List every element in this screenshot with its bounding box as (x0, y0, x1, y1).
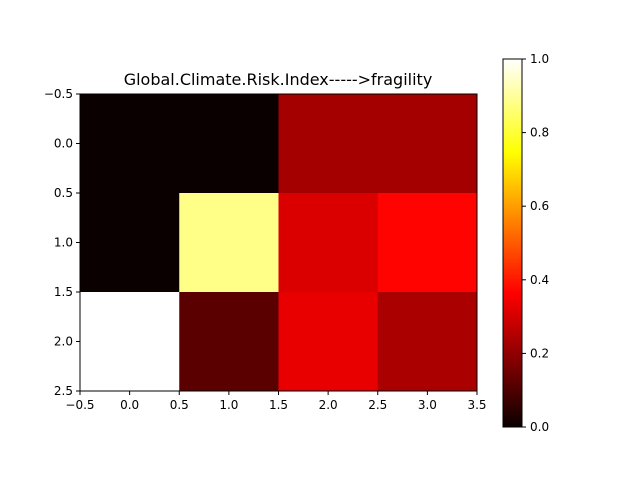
colorbar-tick-label: 0.4 (530, 273, 549, 287)
heatmap-cell (377, 193, 478, 293)
y-tick-label: 2.5 (54, 384, 73, 398)
heatmap-cell (179, 193, 279, 293)
y-tick-label: 2.0 (54, 335, 73, 349)
x-tick-label: 2.5 (368, 398, 387, 412)
y-tick-label: 0.5 (54, 186, 73, 200)
heatmap-cell (278, 292, 379, 392)
y-tick-label: 1.0 (54, 236, 73, 250)
x-tick-label: −0.5 (65, 398, 94, 412)
heatmap-cell (278, 193, 379, 293)
colorbar-axis: 0.0 0.2 0.4 0.6 0.8 1.0 (522, 52, 549, 434)
heatmap-cell (179, 292, 279, 392)
colorbar-tick-label: 0.0 (530, 420, 549, 434)
x-tick-label: 1.5 (269, 398, 288, 412)
chart-title: Global.Climate.Risk.Index----->fragility (124, 70, 433, 89)
colorbar-tick-label: 0.8 (530, 126, 549, 140)
x-tick-label: 0.0 (120, 398, 139, 412)
x-axis: −0.5 0.0 0.5 1.0 1.5 2.0 2.5 3.0 3.5 (65, 391, 487, 412)
colorbar-tick-label: 0.6 (530, 199, 549, 213)
y-tick-label: 0.0 (54, 137, 73, 151)
colorbar-tick-label: 0.2 (530, 346, 549, 360)
heatmap-cell (80, 292, 180, 392)
x-tick-label: 1.0 (219, 398, 238, 412)
x-tick-label: 0.5 (170, 398, 189, 412)
heatmap-cell (278, 94, 379, 194)
colorbar-tick-label: 1.0 (530, 52, 549, 66)
x-tick-label: 2.0 (319, 398, 338, 412)
y-tick-label: −0.5 (44, 87, 73, 101)
heatmap-cells (80, 94, 478, 392)
x-tick-label: 3.5 (467, 398, 486, 412)
heatmap-cell (179, 94, 279, 194)
y-tick-label: 1.5 (54, 285, 73, 299)
heatmap-cell (377, 94, 478, 194)
x-tick-label: 3.0 (418, 398, 437, 412)
colorbar (502, 58, 523, 428)
heatmap-cell (80, 193, 180, 293)
heatmap-cell (80, 94, 180, 194)
heatmap-cell (377, 292, 478, 392)
y-axis: −0.5 0.0 0.5 1.0 1.5 2.0 2.5 (44, 87, 80, 398)
